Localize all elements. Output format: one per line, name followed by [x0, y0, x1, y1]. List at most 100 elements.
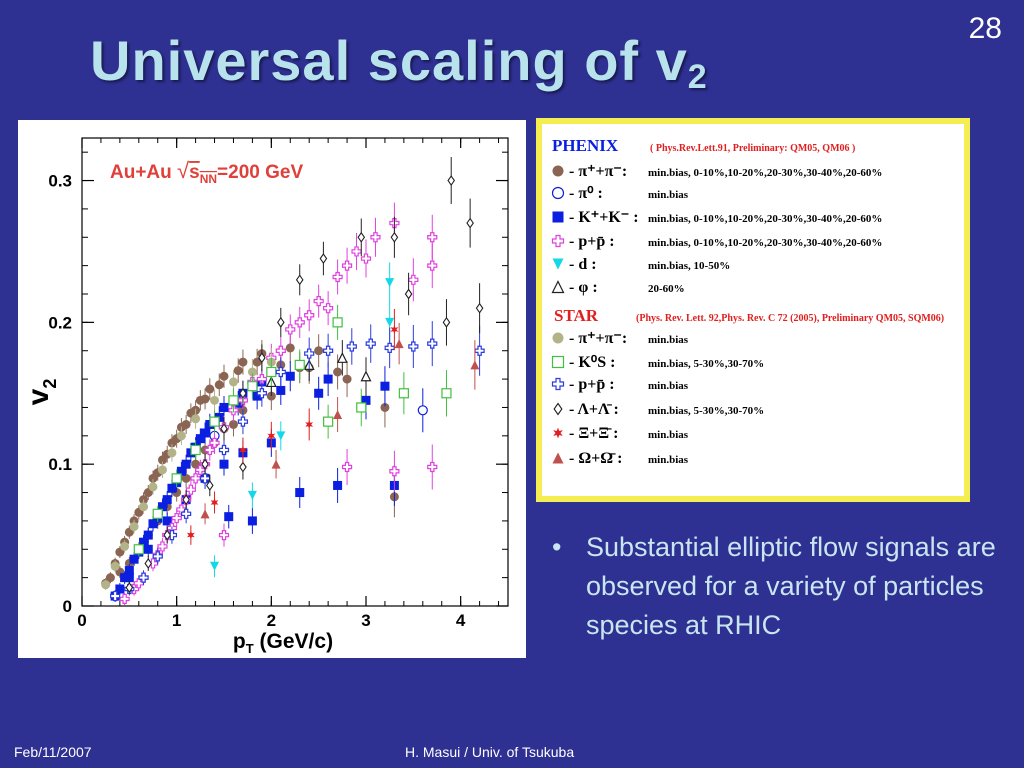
- legend-condition: min.bias, 5-30%,30-70%: [648, 405, 764, 417]
- data-point: [336, 351, 348, 363]
- data-point: [239, 445, 247, 455]
- data-point: [181, 459, 191, 469]
- data-point: [210, 498, 219, 507]
- bullet-text: Substantial elliptic flow signals are ob…: [586, 532, 996, 640]
- data-point: [356, 402, 367, 413]
- x-axis-label-main: p: [233, 630, 246, 653]
- x-tick-label: 1: [172, 611, 181, 630]
- data-point: [190, 444, 201, 456]
- legend-star-header: STAR: [554, 306, 599, 325]
- data-point: [304, 310, 315, 321]
- data-point: [341, 461, 353, 473]
- data-point: [256, 373, 267, 385]
- data-point: [427, 232, 438, 243]
- data-point: [332, 317, 343, 328]
- data-points: [101, 157, 485, 606]
- data-point: [224, 512, 234, 522]
- data-point: [157, 465, 167, 475]
- data-point: [271, 459, 281, 469]
- data-point: [139, 537, 149, 547]
- legend-condition: min.bias, 0-10%,10-20%,20-30%,30-40%,20-…: [648, 167, 882, 179]
- data-point: [319, 253, 328, 265]
- x-tick-label: 4: [456, 611, 466, 630]
- data-point: [441, 388, 452, 399]
- data-point: [323, 416, 334, 427]
- data-point: [385, 317, 395, 327]
- data-point: [157, 502, 167, 512]
- data-point: [394, 339, 404, 349]
- data-point: [266, 391, 276, 401]
- data-point: [239, 387, 247, 399]
- data-point: [267, 431, 276, 441]
- x-tick-label: 3: [361, 611, 370, 630]
- legend-condition: min.bias, 10-50%: [648, 260, 730, 272]
- data-point: [115, 584, 125, 594]
- legend-label: - π⁺+π⁻:: [569, 330, 627, 347]
- data-point: [110, 561, 120, 571]
- data-point: [447, 175, 456, 187]
- data-point: [171, 512, 182, 524]
- data-point: [209, 437, 220, 449]
- data-point: [228, 419, 238, 429]
- data-point: [256, 388, 267, 399]
- title-subscript: 2: [687, 58, 708, 96]
- energy-annotation: Au+Au √sNN=200 GeV: [110, 158, 303, 186]
- x-tick-label: 2: [267, 611, 276, 630]
- legend-label: - Λ+Λ̄ :: [569, 401, 619, 418]
- data-point: [266, 366, 277, 378]
- legend-label: - Ω+Ω̄ :: [569, 450, 622, 467]
- data-point: [360, 253, 372, 264]
- data-point: [294, 359, 305, 371]
- data-point: [341, 260, 353, 271]
- data-point: [105, 573, 115, 583]
- data-point: [210, 395, 220, 405]
- data-point: [233, 366, 243, 376]
- data-point: [333, 367, 343, 377]
- data-point: [181, 473, 191, 483]
- legend-marker-star_lambda: [553, 402, 563, 416]
- data-point: [247, 516, 257, 526]
- legend-label: - p+p̄ :: [569, 376, 615, 393]
- data-point: [370, 232, 381, 243]
- series-star_pi: [101, 348, 276, 590]
- data-point: [143, 544, 153, 554]
- legend-marker-star_omega: [552, 452, 564, 464]
- data-point: [258, 352, 266, 364]
- series-star_xi: [187, 308, 399, 545]
- legend-marker-phenix_d: [552, 258, 564, 270]
- annotation-nn: NN: [200, 172, 217, 186]
- plot-frame: [81, 137, 509, 607]
- data-point: [380, 402, 390, 412]
- y-axis-label-main: v: [22, 388, 55, 405]
- legend-label: - K⁺+K⁻ :: [569, 209, 639, 226]
- data-point: [200, 428, 210, 438]
- data-point: [110, 590, 121, 602]
- data-point: [148, 519, 158, 529]
- data-point: [295, 488, 305, 498]
- legend-condition: min.bias: [648, 380, 689, 392]
- data-point: [144, 557, 153, 569]
- data-point: [139, 502, 149, 512]
- data-point: [185, 484, 196, 495]
- data-point: [167, 483, 177, 493]
- data-point: [276, 316, 285, 328]
- data-point: [133, 544, 144, 555]
- data-point: [285, 371, 295, 381]
- data-point: [218, 444, 230, 456]
- data-point: [181, 419, 191, 429]
- data-point: [427, 461, 438, 473]
- data-point: [138, 572, 149, 583]
- data-point: [205, 479, 214, 491]
- data-point: [182, 494, 190, 506]
- data-point: [442, 316, 451, 328]
- data-point: [323, 303, 334, 314]
- legend-phenix-ref: ( Phys.Rev.Lett.91, Preliminary: QM05, Q…: [650, 143, 855, 154]
- data-point: [285, 324, 296, 335]
- legend-condition: min.bias, 0-10%,10-20%,20-30%,30-40%,20-…: [648, 213, 882, 225]
- data-point: [361, 395, 371, 405]
- data-point: [133, 578, 144, 589]
- legend-condition: 20-60%: [648, 283, 685, 295]
- data-point: [470, 360, 480, 370]
- data-point: [389, 466, 400, 477]
- data-point: [220, 423, 228, 435]
